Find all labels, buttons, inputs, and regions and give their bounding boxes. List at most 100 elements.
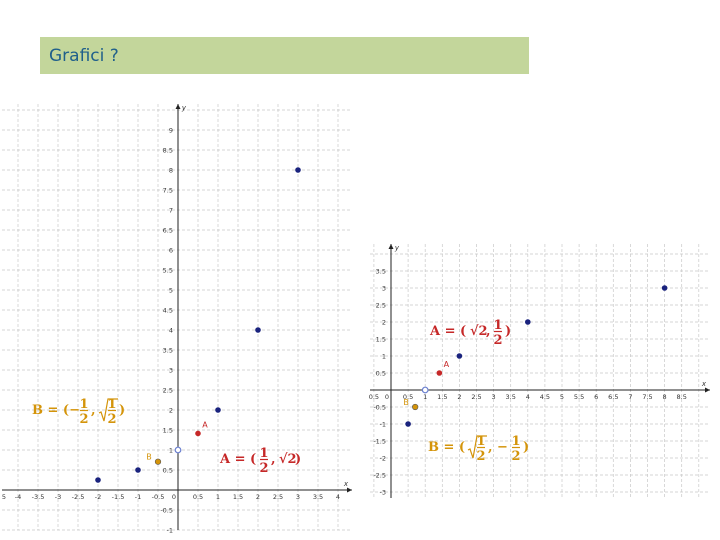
x-tick-label: 0 <box>172 493 176 501</box>
formula-text: A = ( <box>429 324 466 339</box>
formula-b-1: B = (− 12, 12) <box>32 397 125 427</box>
x-tick-label: 5 <box>560 393 564 401</box>
formula-text: ) <box>523 440 529 455</box>
y-tick-label: -2.5 <box>373 472 386 480</box>
x-tick-label: -1.5 <box>112 493 125 501</box>
fraction-denominator: 2 <box>493 333 502 348</box>
chart-right: x y 0.5 0 0.5 1 1.5 2 2.5 3 3.5 4 4.5 5 5.5 6 6.5 7 7.5 8 8.… <box>369 244 710 498</box>
formula-text: A = ( <box>219 452 256 467</box>
grid-right <box>370 244 710 498</box>
x-tick-label: 5.5 <box>574 393 584 401</box>
y-axis-arrow <box>388 244 394 249</box>
x-tick-labels: 0.5 0 0.5 1 1.5 2 2.5 3 3.5 4 4.5 5 5.5 6 6.5 7 7.5 8 8.5 <box>369 393 687 401</box>
x-tick-label: 2 <box>457 393 461 401</box>
x-tick-label: 1.5 <box>437 393 447 401</box>
x-tick-label: -4 <box>15 493 21 501</box>
formula-text: B = (− <box>32 403 80 418</box>
y-axis-label: y <box>181 104 187 112</box>
x-tick-label: 3 <box>296 493 300 501</box>
y-tick-label: 6.5 <box>163 227 173 235</box>
data-point <box>525 319 531 325</box>
y-tick-label: 5.5 <box>163 267 173 275</box>
y-tick-label: -1.5 <box>373 438 386 446</box>
y-tick-label: -3 <box>380 489 386 497</box>
data-point <box>135 467 141 473</box>
point-b-label: B <box>403 398 409 407</box>
x-axis-label: x <box>343 480 349 488</box>
y-tick-label: 8 <box>169 167 173 175</box>
formula-text: ) <box>505 324 511 339</box>
fraction-numerator: 1 <box>79 397 88 412</box>
x-axis-arrow <box>347 487 352 493</box>
point-b <box>412 403 419 411</box>
y-tick-label: 5 <box>169 287 173 295</box>
point-a <box>195 430 201 437</box>
y-tick-label: -0.5 <box>160 507 173 515</box>
title-bar: Grafici ? <box>40 37 529 74</box>
formula-a-1: A = (12, √2) <box>219 446 301 476</box>
axis-point <box>421 386 429 394</box>
x-tick-label: 1 <box>423 393 427 401</box>
y-tick-label: -0.5 <box>373 404 386 412</box>
y-tick-label: -1 <box>167 527 173 535</box>
x-tick-labels: -4 -3.5 -3 -2.5 -2 -1.5 -1 -0.5 0 0.5 1 1.5 2 2.5 3 3.5… <box>2 493 340 501</box>
y-tick-labels: -1 -0.5 0.5 1 1.5 2 2.5 3 3.5 4 4.5 5 5.5 6 6.5 7 7.5 8 8.… <box>160 127 173 535</box>
y-tick-label: -2 <box>380 455 386 463</box>
fraction-numerator: 1 <box>493 318 502 333</box>
y-tick-label: 2.5 <box>163 387 173 395</box>
formula-text: , <box>486 324 491 339</box>
x-tick-label: 5 <box>2 493 6 501</box>
point-a-label: A <box>202 420 208 429</box>
y-tick-label: 3.5 <box>376 268 386 276</box>
point-a <box>436 370 443 376</box>
x-tick-label: 0.5 <box>193 493 203 501</box>
formula-text: , <box>91 403 96 418</box>
formula-text: B = ( <box>428 440 465 455</box>
fraction-denominator: 2 <box>259 461 268 476</box>
x-tick-label: -3 <box>55 493 61 501</box>
formula-text: √2 <box>470 324 488 339</box>
x-tick-label: -2 <box>95 493 101 501</box>
x-tick-label: 2.5 <box>273 493 283 501</box>
formula-a-2: A = ( √2, 12) <box>429 318 511 348</box>
x-tick-label: -1 <box>135 493 141 501</box>
data-point <box>295 167 301 173</box>
x-tick-label: 2.5 <box>471 393 481 401</box>
y-tick-label: 2.5 <box>376 302 386 310</box>
x-tick-label: 7 <box>628 393 632 401</box>
x-tick-label: -3.5 <box>32 493 45 501</box>
sqrt-sign <box>467 435 487 459</box>
formula-text: ) <box>119 403 125 418</box>
data-point <box>95 477 101 483</box>
y-tick-label: 7 <box>169 207 173 215</box>
x-tick-label: 1.5 <box>233 493 243 501</box>
fraction-denominator: 2 <box>79 412 88 427</box>
x-tick-label: 0.5 <box>403 393 413 401</box>
point-b-label: B <box>146 453 152 462</box>
data-point <box>405 421 411 427</box>
x-tick-label: 4.5 <box>540 393 550 401</box>
x-tick-label: 6 <box>594 393 598 401</box>
fraction-denominator: 2 <box>511 449 520 464</box>
chart-left: x y -4 -3.5 -3 -2.5 -2 -1.5 -1 -0.5 0 0.5 1 1.5 2 2.5 3 3… <box>2 104 352 535</box>
x-tick-label: 4 <box>336 493 340 501</box>
formula-text: , − <box>488 440 508 455</box>
fraction-numerator: 1 <box>259 446 268 461</box>
y-tick-label: 3 <box>169 367 173 375</box>
fraction-numerator: 1 <box>511 434 520 449</box>
point-b <box>154 458 162 465</box>
x-tick-label: 2 <box>256 493 260 501</box>
y-tick-label: -1 <box>380 421 386 429</box>
y-axis-label: y <box>394 244 400 252</box>
x-tick-label: 1 <box>216 493 220 501</box>
x-axis-arrow <box>705 387 710 393</box>
data-point <box>215 407 221 413</box>
x-tick-label: 3 <box>492 393 496 401</box>
fraction-denominator: 2 <box>476 449 485 464</box>
y-tick-label: 1 <box>382 353 386 361</box>
y-axis-arrow <box>175 104 181 109</box>
x-tick-label: 6.5 <box>608 393 618 401</box>
sqrt-sign <box>98 398 118 422</box>
page-title: Grafici ? <box>49 46 119 66</box>
